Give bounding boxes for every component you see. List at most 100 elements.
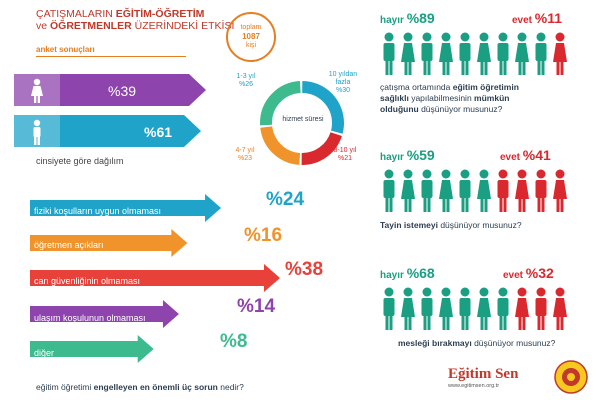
person-yes-icon xyxy=(553,169,567,212)
male-bar: %61 xyxy=(14,113,214,149)
q-part: eğitim öğretimin xyxy=(452,82,519,92)
person-no-icon xyxy=(459,32,471,75)
segment-label: 8-10 yıl xyxy=(333,147,357,154)
donut-label-4-7: 4-7 yıl %23 xyxy=(226,147,264,163)
q-part: mesleği bırakmayı xyxy=(398,338,472,348)
q-part: mümkün xyxy=(474,93,510,103)
total-label: toplam xyxy=(240,24,262,31)
segment-label: 4-7 yıl xyxy=(235,147,255,154)
title-part: ÜZERİNDEKİ ETKİSİ xyxy=(131,20,235,32)
survey2-yes-label: evet %41 xyxy=(500,147,551,163)
logo-url: www.egitimsen.org.tr xyxy=(448,383,500,389)
problems-question: eğitim öğretimi engelleyen en önemli üç … xyxy=(36,382,244,392)
survey2-question: Tayin istemeyi düşünüyor musunuz? xyxy=(380,220,580,231)
title-part: ÖĞRETMENLER xyxy=(50,20,132,32)
yes-text: evet xyxy=(500,152,521,163)
male-bar-shape xyxy=(14,115,201,147)
page-title: ÇATIŞMALARIN EĞİTİM-ÖĞRETİM ve ÖĞRETMENL… xyxy=(36,8,236,32)
person-yes-icon xyxy=(553,32,567,75)
segment-pct: %30 xyxy=(335,87,350,94)
male-icon xyxy=(33,119,41,145)
total-unit: kişi xyxy=(245,42,257,49)
yes-text: evet xyxy=(503,270,524,281)
survey2-no-label: hayır %59 xyxy=(380,147,435,163)
segment-label: 10 yıldan fazla xyxy=(328,71,358,86)
person-no-icon xyxy=(383,287,395,330)
survey3-people-chart xyxy=(383,287,567,330)
segment-pct: %26 xyxy=(238,81,253,88)
problem-arrow xyxy=(30,194,222,222)
problem-pct: %24 xyxy=(266,189,305,210)
problem-label: fiziki koşulların uygun olmaması xyxy=(34,206,162,216)
no-text: hayır xyxy=(380,15,404,26)
female-icon xyxy=(31,78,43,103)
q-part: düşünüyor musunuz? xyxy=(437,220,522,230)
person-no-icon xyxy=(439,287,453,330)
yes-pct: %41 xyxy=(522,147,551,163)
no-text: hayır xyxy=(380,152,404,163)
person-no-icon xyxy=(439,169,453,212)
person-yes-icon xyxy=(535,287,547,330)
q-part: düşünüyor musunuz? xyxy=(418,104,503,114)
no-pct: %89 xyxy=(406,10,435,26)
person-yes-icon xyxy=(515,169,529,212)
person-no-icon xyxy=(401,169,415,212)
total-respondents-badge: toplam 1087 kişi xyxy=(226,12,276,62)
donut-segment xyxy=(260,81,344,165)
problem-label: öğretmen açıkları xyxy=(34,240,104,250)
person-no-icon xyxy=(459,287,471,330)
donut-label-1-3: 1-3 yıl %26 xyxy=(226,73,266,89)
person-no-icon xyxy=(401,32,415,75)
problem-label: can güvenliğinin olmaması xyxy=(34,276,141,286)
person-no-icon xyxy=(401,287,415,330)
person-no-icon xyxy=(497,32,509,75)
no-pct: %59 xyxy=(406,147,435,163)
gender-caption: cinsiyete göre dağılım xyxy=(36,156,124,166)
person-no-icon xyxy=(421,32,433,75)
service-donut-chart xyxy=(260,81,344,165)
person-no-icon xyxy=(439,32,453,75)
person-yes-icon xyxy=(535,169,547,212)
donut-center-label: hizmet süresi xyxy=(282,116,324,123)
yes-pct: %11 xyxy=(534,10,563,26)
person-no-icon xyxy=(477,32,491,75)
problem-label: diğer xyxy=(34,348,55,358)
total-value: 1087 xyxy=(242,32,260,41)
problems-chart: fiziki koşulların uygun olmaması %24 öğr… xyxy=(30,188,350,388)
female-bar: %39 xyxy=(14,72,214,108)
person-yes-icon xyxy=(553,287,567,330)
problem-arrow xyxy=(30,229,188,257)
male-pct: %61 xyxy=(144,124,173,140)
no-text: hayır xyxy=(380,270,404,281)
person-yes-icon xyxy=(515,287,529,330)
title-part: ÇATIŞMALARIN xyxy=(36,8,116,20)
person-no-icon xyxy=(477,287,491,330)
problem-arrow xyxy=(30,335,154,363)
person-no-icon xyxy=(383,32,395,75)
survey3-no-label: hayır %68 xyxy=(380,265,435,281)
title-part: EĞİTİM-ÖĞRETİM xyxy=(115,8,205,20)
q-part: Tayin istemeyi xyxy=(380,220,438,230)
q-part: sağlıklı xyxy=(380,93,409,103)
donut-segment xyxy=(260,81,344,165)
q-part: yapılabilmesinin xyxy=(408,93,475,103)
yes-text: evet xyxy=(512,15,533,26)
problem-arrow xyxy=(30,264,280,292)
survey3-yes-label: evet %32 xyxy=(503,265,554,281)
subtitle-divider xyxy=(36,56,186,57)
problem-pct: %16 xyxy=(244,225,283,246)
q-part: olduğunu xyxy=(380,104,419,114)
survey3-question: mesleği bırakmayı düşünüyor musunuz? xyxy=(398,338,588,349)
problem-arrows xyxy=(30,194,280,363)
female-pct: %39 xyxy=(108,83,137,99)
donut-label-8-10: 8-10 yıl %21 xyxy=(326,147,364,163)
segment-label: 1-3 yıl xyxy=(236,73,256,80)
person-no-icon xyxy=(421,169,433,212)
segment-pct: %21 xyxy=(337,155,352,162)
problem-arrow xyxy=(30,300,179,328)
yes-pct: %32 xyxy=(525,265,554,281)
title-part: ve xyxy=(36,20,51,32)
survey1-yes-label: evet %11 xyxy=(512,10,562,26)
segment-pct: %23 xyxy=(237,155,252,162)
person-no-icon xyxy=(497,287,509,330)
